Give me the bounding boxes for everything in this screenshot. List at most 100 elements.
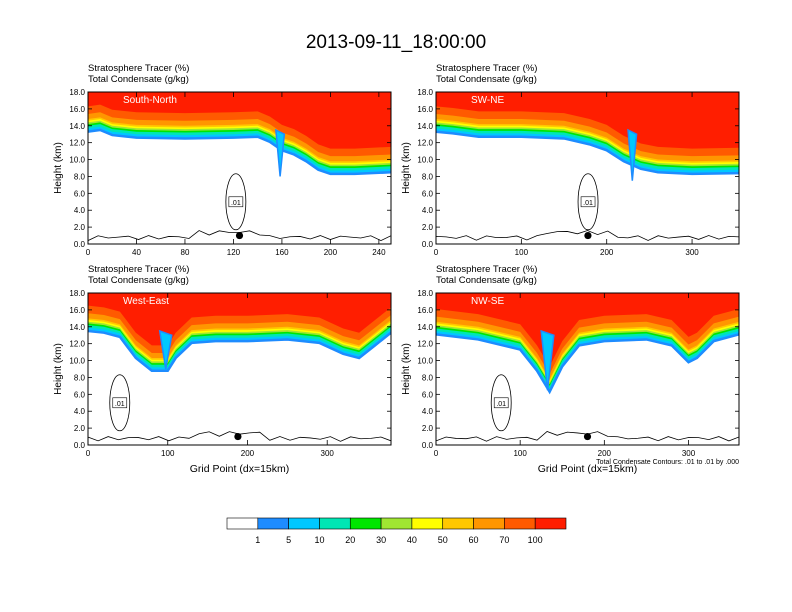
y-tick-label: 12.0 [69, 139, 85, 148]
legend-swatch [380, 517, 413, 530]
panel-3: .01 West-East 0.0 2.0 4.0 6.0 8.0 10.0 12.0 14.0 1… [53, 264, 392, 475]
tracer-fringe [88, 329, 391, 372]
legend-swatch [319, 517, 351, 530]
x-axis-label: Grid Point (dx=15km) [190, 463, 290, 475]
contour-note: Total Condensate Contours: .01 to .01 by… [596, 459, 739, 466]
y-tick-label: 10.0 [69, 357, 85, 366]
x-tick-label: 120 [227, 248, 241, 257]
legend-swatch [504, 517, 536, 530]
x-tick-label: 0 [434, 449, 439, 458]
y-tick-label: 8.0 [74, 172, 86, 181]
legend-swatch [288, 517, 320, 530]
tracer-layer [436, 293, 739, 367]
y-tick-label: 6.0 [74, 189, 86, 198]
legend-level-label: 30 [376, 535, 386, 545]
panel-title-tracer: Stratosphere Tracer (%) [88, 63, 189, 74]
y-tick-label: 2.0 [422, 223, 434, 232]
x-tick-label: 0 [86, 449, 91, 458]
panel-label: South-North [123, 95, 177, 106]
y-tick-label: 12.0 [69, 340, 85, 349]
x-tick-label: 200 [324, 248, 338, 257]
x-tick-label: 100 [513, 449, 527, 458]
tracer-fringe [436, 130, 739, 176]
panel-title-tracer: Stratosphere Tracer (%) [436, 63, 537, 74]
y-tick-label: 0.0 [74, 441, 86, 450]
y-tick-label: 16.0 [69, 306, 85, 315]
legend-level-label: 100 [528, 535, 543, 545]
y-tick-label: 14.0 [69, 122, 85, 131]
panel-label: SW-NE [471, 95, 504, 106]
panel-title-tracer: Stratosphere Tracer (%) [436, 264, 537, 275]
contour-label: .01 [493, 397, 509, 409]
plot-area: .01 [88, 92, 391, 244]
y-tick-label: 12.0 [417, 139, 433, 148]
legend-swatch [534, 517, 567, 530]
tracer-layer [88, 92, 391, 149]
location-marker [583, 432, 592, 441]
y-axis-label: Height (km) [401, 142, 412, 194]
panel-1: .01 South-North 0.0 2.0 4.0 6.0 8.0 10.0 12.0 14.… [53, 63, 392, 257]
x-tick-label: 100 [161, 449, 175, 458]
panel-title-condensate: Total Condensate (g/kg) [436, 275, 537, 286]
x-tick-label: 0 [434, 248, 439, 257]
y-tick-label: 12.0 [417, 340, 433, 349]
contour-label: .01 [112, 397, 128, 409]
panel-title-condensate: Total Condensate (g/kg) [436, 74, 537, 85]
contour-label: .01 [580, 196, 596, 208]
y-tick-label: 8.0 [74, 373, 86, 382]
y-tick-label: 14.0 [69, 323, 85, 332]
y-tick-label: 8.0 [422, 172, 434, 181]
y-tick-label: 14.0 [417, 323, 433, 332]
y-axis-label: Height (km) [53, 343, 64, 395]
contour-label-text: .01 [496, 401, 506, 408]
x-tick-label: 300 [682, 449, 696, 458]
terrain-contour [88, 431, 391, 442]
plot-frame [435, 292, 740, 446]
y-tick-label: 18.0 [69, 88, 85, 97]
y-tick-label: 0.0 [422, 441, 434, 450]
plot-frame [435, 91, 740, 245]
panel-title-condensate: Total Condensate (g/kg) [88, 275, 189, 286]
y-tick-label: 16.0 [417, 105, 433, 114]
y-tick-label: 10.0 [417, 357, 433, 366]
contour-label-text: .01 [115, 401, 125, 408]
y-axis-label: Height (km) [401, 343, 412, 395]
x-tick-label: 300 [321, 449, 335, 458]
panel-title-tracer: Stratosphere Tracer (%) [88, 264, 189, 275]
legend-level-label: 10 [314, 535, 324, 545]
legend-swatch [442, 517, 474, 530]
x-tick-label: 240 [372, 248, 386, 257]
legend-level-label: 5 [286, 535, 291, 545]
plot-frame [87, 292, 392, 446]
tracer-fringe [88, 128, 391, 176]
y-tick-label: 6.0 [74, 390, 86, 399]
y-axis-label: Height (km) [53, 142, 64, 194]
y-tick-label: 0.0 [74, 240, 86, 249]
y-tick-label: 18.0 [69, 289, 85, 298]
location-marker [584, 231, 592, 240]
x-tick-label: 200 [241, 449, 255, 458]
legend-level-label: 1 [255, 535, 260, 545]
x-tick-label: 80 [181, 248, 190, 257]
plot-area: .01 [436, 92, 739, 244]
legend-level-label: 40 [407, 535, 417, 545]
location-marker [234, 432, 242, 441]
y-tick-label: 16.0 [417, 306, 433, 315]
plot-area: .01 [88, 293, 391, 445]
condensate-contour [109, 374, 131, 432]
y-tick-label: 16.0 [69, 105, 85, 114]
x-tick-label: 300 [685, 248, 699, 257]
y-tick-label: 2.0 [422, 424, 434, 433]
panel-2: .01 SW-NE 0.0 2.0 4.0 6.0 8.0 10.0 12.0 14.0 16.0 1… [401, 63, 740, 257]
contour-label-box [580, 196, 596, 208]
tracer-fold [627, 128, 638, 181]
x-axis-label: Grid Point (dx=15km) [538, 463, 638, 475]
y-tick-label: 8.0 [422, 373, 434, 382]
legend-swatch [349, 517, 382, 530]
plot-area: .01 [436, 293, 739, 445]
panel-label: NW-SE [471, 296, 504, 307]
x-tick-label: 0 [86, 248, 91, 257]
contour-label-box [112, 397, 128, 409]
y-tick-label: 4.0 [422, 407, 434, 416]
